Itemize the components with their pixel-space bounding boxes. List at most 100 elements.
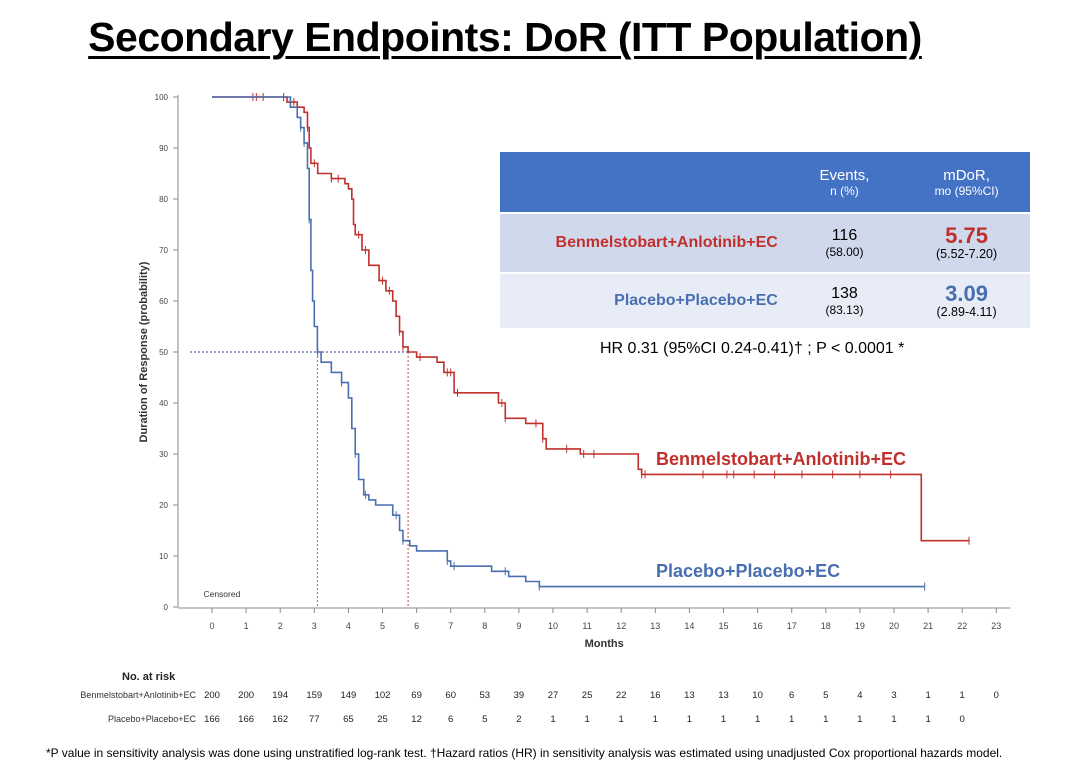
risk-count: 1 <box>755 714 760 725</box>
x-tick-label: 16 <box>753 621 763 631</box>
risk-count: 1 <box>925 690 930 701</box>
arm-b-mdor: 3.09 (2.89-4.11) <box>903 273 1030 328</box>
x-tick-label: 3 <box>312 621 317 631</box>
risk-count: 0 <box>994 690 999 701</box>
risk-count: 13 <box>718 690 729 701</box>
risk-count: 12 <box>411 714 422 725</box>
risk-count: 159 <box>306 690 322 701</box>
x-tick-label: 6 <box>414 621 419 631</box>
risk-count: 6 <box>789 690 794 701</box>
risk-count: 6 <box>448 714 453 725</box>
risk-count: 1 <box>857 714 862 725</box>
x-tick-label: 15 <box>718 621 728 631</box>
risk-count: 162 <box>272 714 288 725</box>
page-title: Secondary Endpoints: DoR (ITT Population… <box>88 14 922 60</box>
risk-count: 1 <box>960 690 965 701</box>
arm-a-name: Benmelstobart+Anlotinib+EC <box>500 213 786 274</box>
risk-count: 16 <box>650 690 661 701</box>
risk-count: 13 <box>684 690 695 701</box>
risk-count: 1 <box>823 714 828 725</box>
x-tick-label: 22 <box>957 621 967 631</box>
y-tick-label: 30 <box>159 450 168 459</box>
risk-count: 4 <box>857 690 862 701</box>
summary-table: Events, n (%) mDoR, mo (95%CI) Benmelsto… <box>500 152 1030 328</box>
hazard-ratio-text: HR 0.31 (95%CI 0.24-0.41)† ; P < 0.0001 … <box>600 340 905 357</box>
x-tick-label: 14 <box>684 621 694 631</box>
risk-count: 1 <box>789 714 794 725</box>
footnote: *P value in sensitivity analysis was don… <box>46 746 1003 760</box>
risk-count: 77 <box>309 714 320 725</box>
risk-count: 1 <box>891 714 896 725</box>
risk-count: 10 <box>752 690 763 701</box>
risk-row-label: Benmelstobart+Anlotinib+EC <box>80 690 196 700</box>
risk-count: 149 <box>340 690 356 701</box>
table-row-arm-a: Benmelstobart+Anlotinib+EC 116 (58.00) 5… <box>500 213 1030 274</box>
x-tick-label: 21 <box>923 621 933 631</box>
risk-count: 25 <box>377 714 388 725</box>
x-tick-label: 13 <box>650 621 660 631</box>
risk-count: 194 <box>272 690 288 701</box>
risk-count: 60 <box>445 690 456 701</box>
risk-count: 1 <box>584 714 589 725</box>
risk-count: 5 <box>823 690 828 701</box>
risk-count: 1 <box>619 714 624 725</box>
x-tick-label: 19 <box>855 621 865 631</box>
x-tick-label: 5 <box>380 621 385 631</box>
arm-b-name: Placebo+Placebo+EC <box>500 273 786 328</box>
risk-count: 166 <box>204 714 220 725</box>
y-tick-label: 70 <box>159 246 168 255</box>
risk-count: 1 <box>550 714 555 725</box>
x-tick-label: 0 <box>209 621 214 631</box>
censored-label: Censored <box>203 589 240 599</box>
risk-count: 1 <box>721 714 726 725</box>
y-tick-label: 10 <box>159 552 168 561</box>
risk-row-label: Placebo+Placebo+EC <box>108 714 197 724</box>
x-tick-label: 7 <box>448 621 453 631</box>
y-tick-label: 0 <box>164 603 169 612</box>
curve-label-arm-b: Placebo+Placebo+EC <box>656 561 840 581</box>
x-tick-label: 2 <box>278 621 283 631</box>
arm-a-mdor: 5.75 (5.52-7.20) <box>903 213 1030 274</box>
arm-b-events: 138 (83.13) <box>785 273 904 328</box>
risk-count: 1 <box>925 714 930 725</box>
header-events: Events, n (%) <box>785 152 904 214</box>
risk-count: 0 <box>960 714 965 725</box>
y-tick-label: 100 <box>155 93 169 102</box>
x-tick-label: 20 <box>889 621 899 631</box>
labels-layer: Benmelstobart+Anlotinib+EC Placebo+Placeb… <box>656 449 906 581</box>
x-tick-label: 1 <box>244 621 249 631</box>
y-axis-title: Duration of Response (probability) <box>138 261 150 442</box>
risk-count: 200 <box>238 690 254 701</box>
x-axis-title: Months <box>585 638 624 650</box>
risk-count: 53 <box>480 690 491 701</box>
risk-count: 69 <box>411 690 422 701</box>
risk-count: 2 <box>516 714 521 725</box>
risk-count: 65 <box>343 714 354 725</box>
risk-count: 1 <box>687 714 692 725</box>
x-tick-label: 17 <box>787 621 797 631</box>
x-tick-label: 9 <box>516 621 521 631</box>
x-tick-label: 18 <box>821 621 831 631</box>
x-tick-label: 11 <box>582 621 591 631</box>
risk-count: 27 <box>548 690 559 701</box>
risk-count: 22 <box>616 690 627 701</box>
y-tick-label: 20 <box>159 501 168 510</box>
y-tick-label: 60 <box>159 297 168 306</box>
x-tick-label: 23 <box>991 621 1001 631</box>
median-lines <box>190 351 409 607</box>
y-tick-label: 50 <box>159 348 168 357</box>
risk-table-title: No. at risk <box>122 671 176 683</box>
y-tick-label: 80 <box>159 195 168 204</box>
risk-count: 102 <box>375 690 391 701</box>
x-tick-label: 4 <box>346 621 351 631</box>
risk-count: 5 <box>482 714 487 725</box>
header-blank <box>500 152 786 214</box>
x-tick-label: 8 <box>482 621 487 631</box>
risk-count: 1 <box>653 714 658 725</box>
risk-count: 3 <box>891 690 896 701</box>
arm-a-events: 116 (58.00) <box>785 213 904 274</box>
risk-count: 39 <box>514 690 525 701</box>
